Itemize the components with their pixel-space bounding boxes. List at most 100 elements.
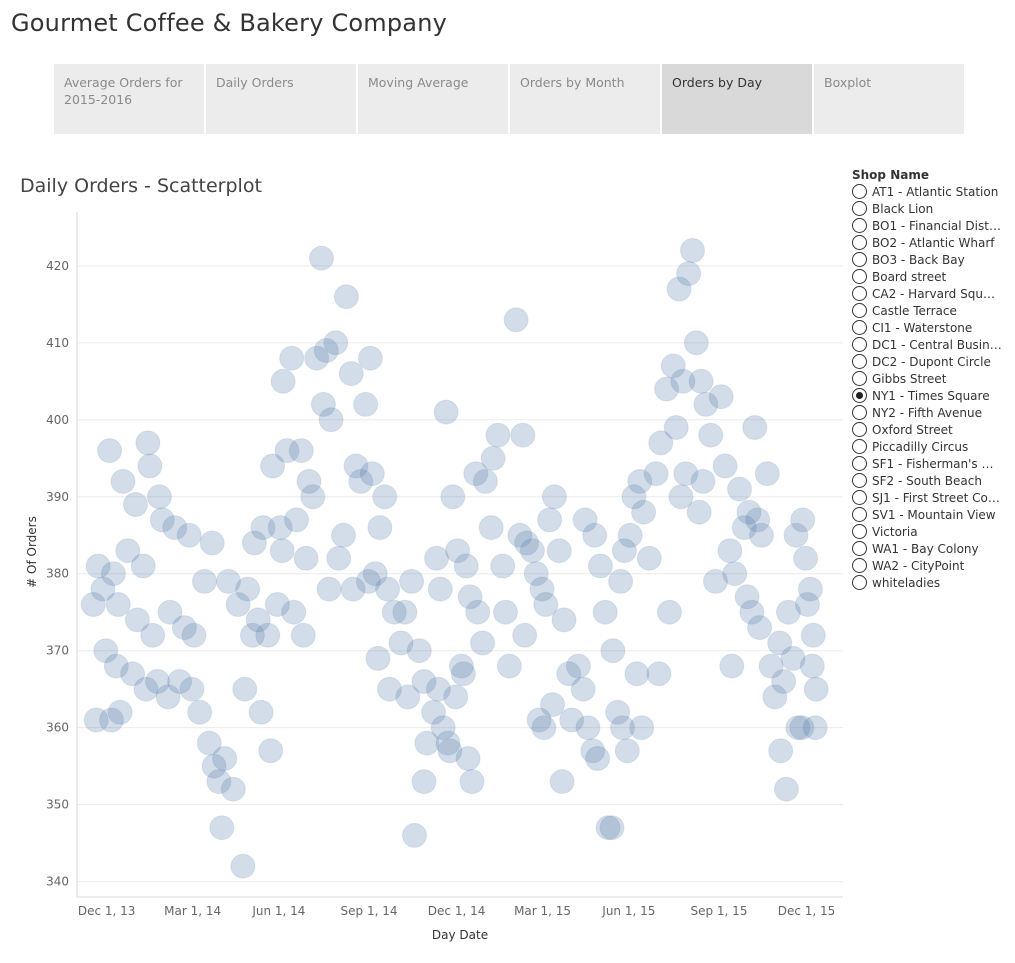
tab-orders-by-month[interactable]: Orders by Month: [510, 64, 660, 134]
radio-button[interactable]: [852, 507, 867, 522]
radio-button[interactable]: [852, 337, 867, 352]
radio-button[interactable]: [852, 303, 867, 318]
tab-average-orders[interactable]: Average Orders for 2015-2016: [54, 64, 204, 134]
radio-button[interactable]: [852, 286, 867, 301]
y-tick-label: 380: [46, 567, 69, 581]
filter-option[interactable]: BO3 - Back Bay: [850, 251, 1010, 268]
data-point: [582, 522, 608, 548]
data-point: [514, 530, 540, 556]
data-point: [241, 530, 267, 556]
radio-button[interactable]: [852, 473, 867, 488]
radio-button[interactable]: [852, 388, 867, 403]
data-point: [478, 515, 504, 541]
shop-name-filter: Shop Name AT1 - Atlantic Station Black Li…: [850, 168, 1010, 591]
filter-option[interactable]: WA1 - Bay Colony: [850, 540, 1010, 557]
filter-option[interactable]: CA2 - Harvard Square: [850, 285, 1010, 302]
filter-option[interactable]: Piccadilly Circus: [850, 438, 1010, 455]
data-point: [631, 499, 657, 525]
data-point: [465, 599, 491, 625]
radio-button[interactable]: [852, 184, 867, 199]
radio-button[interactable]: [852, 252, 867, 267]
data-point: [802, 715, 828, 741]
filter-options: AT1 - Atlantic Station Black Lion BO1 - Fi…: [850, 183, 1010, 591]
data-point: [260, 453, 286, 479]
data-point: [636, 545, 662, 571]
filter-option[interactable]: Gibbs Street: [850, 370, 1010, 387]
radio-button[interactable]: [852, 558, 867, 573]
data-point: [209, 815, 235, 841]
radio-button[interactable]: [852, 490, 867, 505]
data-point: [304, 345, 330, 371]
radio-button[interactable]: [852, 201, 867, 216]
data-point: [392, 599, 418, 625]
tab-boxplot[interactable]: Boxplot: [814, 64, 964, 134]
filter-option[interactable]: BO2 - Atlantic Wharf: [850, 234, 1010, 251]
radio-button[interactable]: [852, 575, 867, 590]
data-point: [739, 599, 765, 625]
data-point: [381, 599, 407, 625]
data-point: [790, 507, 816, 533]
tab-daily-orders[interactable]: Daily Orders: [206, 64, 356, 134]
y-tick-label: 400: [46, 413, 69, 427]
filter-option[interactable]: Board street: [850, 268, 1010, 285]
filter-option[interactable]: Castle Terrace: [850, 302, 1010, 319]
data-point: [179, 676, 205, 702]
tab-orders-by-day[interactable]: Orders by Day: [662, 64, 812, 134]
data-point: [459, 769, 485, 795]
filter-option[interactable]: WA2 - CityPoint: [850, 557, 1010, 574]
data-point: [758, 653, 784, 679]
filter-option[interactable]: DC1 - Central Busines..: [850, 336, 1010, 353]
radio-button[interactable]: [852, 422, 867, 437]
radio-button[interactable]: [852, 354, 867, 369]
radio-button[interactable]: [852, 405, 867, 420]
data-point: [196, 730, 222, 756]
filter-option[interactable]: DC2 - Dupont Circle: [850, 353, 1010, 370]
filter-option[interactable]: CI1 - Waterstone: [850, 319, 1010, 336]
data-point: [323, 330, 349, 356]
radio-button[interactable]: [852, 320, 867, 335]
filter-option[interactable]: SF1 - Fisherman's Wh..: [850, 455, 1010, 472]
radio-button[interactable]: [852, 541, 867, 556]
filter-option[interactable]: whiteladies: [850, 574, 1010, 591]
radio-button[interactable]: [852, 439, 867, 454]
filter-option[interactable]: NY2 - Fifth Avenue: [850, 404, 1010, 421]
radio-button[interactable]: [852, 269, 867, 284]
data-point: [406, 638, 432, 664]
data-point: [372, 484, 398, 510]
filter-option[interactable]: SF2 - South Beach: [850, 472, 1010, 489]
data-point: [599, 815, 625, 841]
data-point: [537, 507, 563, 533]
filter-option[interactable]: NY1 - Times Square: [850, 387, 1010, 404]
data-point: [107, 699, 133, 725]
x-tick-label: Jun 1, 14: [251, 904, 305, 918]
radio-button[interactable]: [852, 218, 867, 233]
data-point: [600, 638, 626, 664]
dashboard-tabs: Average Orders for 2015-2016 Daily Order…: [54, 64, 964, 134]
data-point: [290, 622, 316, 648]
filter-option[interactable]: SV1 - Mountain View: [850, 506, 1010, 523]
filter-option-label: Piccadilly Circus: [872, 439, 969, 454]
data-point: [683, 330, 709, 356]
filter-option[interactable]: Victoria: [850, 523, 1010, 540]
data-point: [181, 622, 207, 648]
data-point: [747, 615, 773, 641]
data-point: [124, 607, 150, 633]
filter-option[interactable]: Oxford Street: [850, 421, 1010, 438]
radio-button[interactable]: [852, 235, 867, 250]
radio-button[interactable]: [852, 456, 867, 471]
filter-option[interactable]: Black Lion: [850, 200, 1010, 217]
data-point: [281, 599, 307, 625]
data-point: [540, 692, 565, 718]
y-tick-label: 350: [46, 798, 69, 812]
filter-option[interactable]: AT1 - Atlantic Station: [850, 183, 1010, 200]
data-point: [734, 584, 760, 610]
data-point: [749, 522, 774, 548]
tab-moving-average[interactable]: Moving Average: [358, 64, 508, 134]
data-point: [556, 661, 582, 687]
radio-button[interactable]: [852, 371, 867, 386]
radio-button[interactable]: [852, 524, 867, 539]
data-point: [712, 453, 738, 479]
filter-option[interactable]: BO1 - Financial Distri..: [850, 217, 1010, 234]
data-point: [310, 391, 336, 417]
filter-option[interactable]: SJ1 - First Street Corr..: [850, 489, 1010, 506]
